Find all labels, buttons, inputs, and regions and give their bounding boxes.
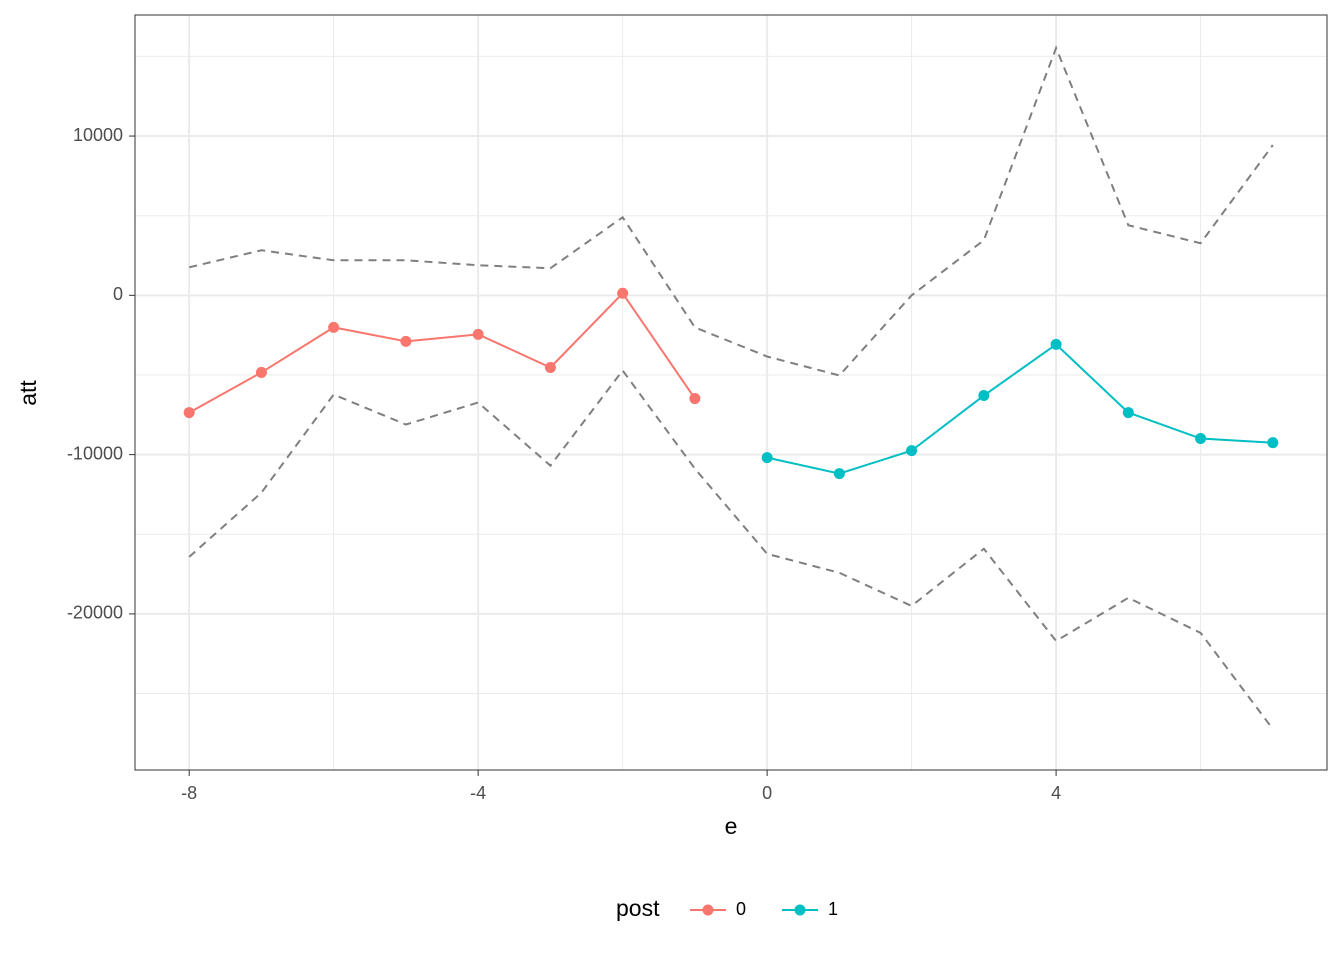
legend-title: post [616, 895, 660, 921]
x-tick-label: 4 [1051, 783, 1061, 803]
series-line [766, 343, 1273, 475]
point [328, 321, 340, 333]
point [1050, 338, 1062, 350]
point [400, 335, 412, 347]
legend-key-point [702, 904, 714, 916]
y-tick-label: 0 [113, 284, 123, 304]
legend-label: 0 [736, 899, 746, 919]
point [1195, 433, 1207, 445]
ci-line [188, 368, 1274, 730]
point [617, 287, 629, 299]
point [183, 407, 195, 419]
series-line [188, 291, 696, 414]
legend-key-point [794, 904, 806, 916]
point [472, 328, 484, 340]
x-tick-label: -8 [181, 783, 197, 803]
y-tick-label: -10000 [67, 443, 123, 463]
point [833, 468, 845, 480]
legend-label: 1 [828, 899, 838, 919]
y-axis-title: att [15, 380, 41, 406]
y-tick-label: 10000 [73, 125, 123, 145]
x-axis-title: e [725, 813, 738, 839]
point [761, 452, 773, 464]
point [1122, 407, 1134, 419]
y-tick-label: -20000 [67, 603, 123, 623]
point [978, 390, 990, 402]
point [689, 393, 701, 405]
point [906, 445, 918, 457]
x-tick-label: -4 [470, 783, 486, 803]
point [255, 366, 267, 378]
plot-border [134, 14, 1328, 771]
ci-line [188, 45, 1274, 377]
x-tick-label: 0 [762, 783, 772, 803]
point [544, 361, 556, 373]
point [1267, 437, 1279, 449]
